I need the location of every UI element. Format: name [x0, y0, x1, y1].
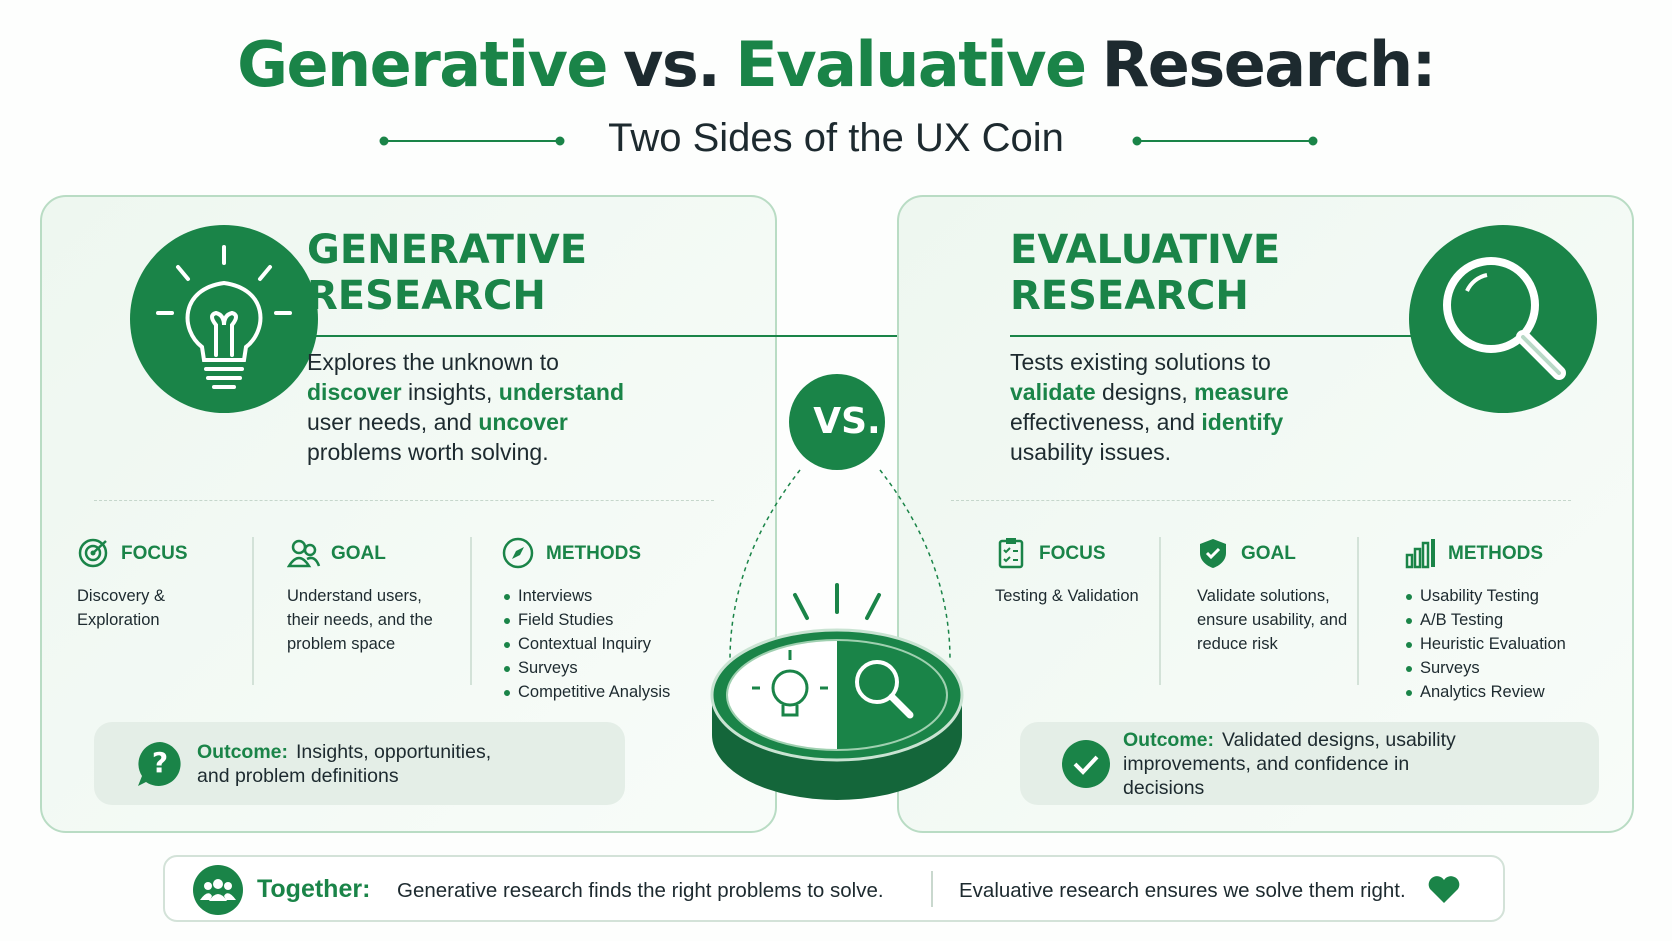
method-item: A/B Testing: [1404, 608, 1604, 632]
footer-icon: [193, 865, 243, 915]
title-part: vs.: [622, 28, 721, 101]
column-header: METHODS: [502, 537, 641, 571]
column-label: GOAL: [1241, 543, 1296, 564]
method-item: Surveys: [502, 656, 702, 680]
description-part: effectiveness, and: [1010, 409, 1202, 435]
title: Generative vs. Evaluative Research:: [0, 28, 1672, 101]
description-part: problems worth solving.: [307, 439, 549, 465]
column-text: Testing & Validation: [995, 587, 1139, 605]
method-item: Heuristic Evaluation: [1404, 632, 1604, 656]
description-part: understand: [498, 379, 624, 405]
column-separator: [252, 537, 254, 685]
heart-icon: [1428, 876, 1460, 903]
title-part: Research:: [1101, 28, 1437, 101]
column-separator: [1159, 537, 1161, 685]
column-text: Understand users, their needs, and the p…: [287, 587, 433, 653]
description: Explores the unknown to discover insight…: [307, 347, 637, 467]
column-header: FOCUS: [77, 537, 188, 571]
description-part: discover: [307, 379, 402, 405]
column-label: GOAL: [331, 543, 386, 564]
outcome-text: Outcome: Validated designs, usability imp…: [1123, 728, 1493, 800]
method-item: Surveys: [1404, 656, 1604, 680]
column-header: GOAL: [287, 537, 386, 571]
description: Tests existing solutions to validate des…: [1010, 347, 1340, 467]
method-item: Analytics Review: [1404, 680, 1604, 704]
column-text: Validate solutions, ensure usability, an…: [1197, 587, 1348, 653]
outcome-label: Outcome:: [197, 740, 289, 763]
description-part: user needs, and: [307, 409, 479, 435]
method-item: Contextual Inquiry: [502, 632, 702, 656]
column-body: Interviews Field Studies Contextual Inquir…: [502, 584, 702, 704]
method-list: Interviews Field Studies Contextual Inquir…: [502, 584, 702, 704]
divider: [951, 500, 1571, 501]
heading-rule: [307, 335, 897, 337]
footer-right: Evaluative research ensures we solve the…: [959, 879, 1406, 902]
outcome-box: Outcome: Validated designs, usability imp…: [1020, 722, 1599, 805]
panel: EVALUATIVE RESEARCH Tests existing soluti…: [897, 195, 1634, 833]
divider: [94, 500, 714, 501]
panel: GENERATIVE RESEARCH Explores the unknown …: [40, 195, 897, 833]
center-coin: [710, 374, 964, 800]
svg-text:?: ?: [152, 746, 168, 779]
column-label: FOCUS: [121, 543, 188, 564]
description-part: Explores the unknown to: [307, 349, 559, 375]
description-part: designs,: [1095, 379, 1195, 405]
heading-rule: [1010, 335, 1440, 337]
column-separator: [1357, 537, 1359, 685]
column-label: FOCUS: [1039, 543, 1106, 564]
column-icon: [1405, 539, 1435, 569]
subtitle: Two Sides of the UX Coin: [608, 116, 1064, 160]
outcome-value: Insights, opportunities, and problem def…: [197, 740, 492, 787]
title-part: Evaluative: [735, 28, 1087, 101]
outcome-icon: [1060, 738, 1112, 790]
description-part: usability issues.: [1010, 439, 1172, 465]
column-header: FOCUS: [995, 537, 1106, 571]
method-list: Usability Testing A/B Testing Heuristic Ev…: [1404, 584, 1604, 704]
column-label: METHODS: [1448, 543, 1543, 564]
column-text: Discovery & Exploration: [77, 587, 166, 629]
panel-heading: GENERATIVE RESEARCH: [307, 227, 588, 319]
description-part: measure: [1194, 379, 1289, 405]
outcome-icon: ?: [134, 738, 186, 790]
column-icon: [502, 537, 534, 569]
outcome-box: ? Outcome: Insights, opportunities, and pr…: [94, 722, 625, 805]
outcome-value: Validated designs, usability improvement…: [1123, 728, 1456, 799]
method-item: Interviews: [502, 584, 702, 608]
description-part: validate: [1010, 379, 1096, 405]
panel-heading: EVALUATIVE RESEARCH: [1010, 227, 1281, 319]
column-header: GOAL: [1197, 537, 1296, 571]
footer: Together: Generative research finds the …: [163, 855, 1505, 922]
method-item: Field Studies: [502, 608, 702, 632]
column-separator: [470, 537, 472, 685]
column-icon: [998, 538, 1024, 569]
title-part: Generative: [237, 28, 608, 101]
panel-icon: [1409, 225, 1597, 413]
column-icon: [287, 539, 321, 568]
column-body: Validate solutions, ensure usability, an…: [1197, 584, 1367, 656]
column-body: Testing & Validation: [995, 584, 1165, 608]
outcome-text: Outcome: Insights, opportunities, and pro…: [197, 740, 507, 788]
description-part: insights,: [401, 379, 499, 405]
description-part: Tests existing solutions to: [1010, 349, 1271, 375]
column-header: METHODS: [1404, 537, 1543, 571]
panel-icon: [130, 225, 318, 413]
column-icon: [78, 538, 108, 568]
footer-label: Together:: [257, 875, 371, 903]
column-body: Discovery & Exploration: [77, 584, 247, 632]
outcome-label: Outcome:: [1123, 728, 1215, 751]
description-part: uncover: [478, 409, 568, 435]
method-item: Usability Testing: [1404, 584, 1604, 608]
column-body: Usability Testing A/B Testing Heuristic Ev…: [1404, 584, 1604, 704]
column-body: Understand users, their needs, and the p…: [287, 584, 457, 656]
column-icon: [1200, 539, 1226, 568]
vs-label: VS.: [813, 401, 881, 442]
column-label: METHODS: [546, 543, 641, 564]
footer-left: Generative research finds the right prob…: [397, 879, 884, 902]
method-item: Competitive Analysis: [502, 680, 702, 704]
footer-divider: [931, 871, 933, 907]
description-part: identify: [1201, 409, 1284, 435]
